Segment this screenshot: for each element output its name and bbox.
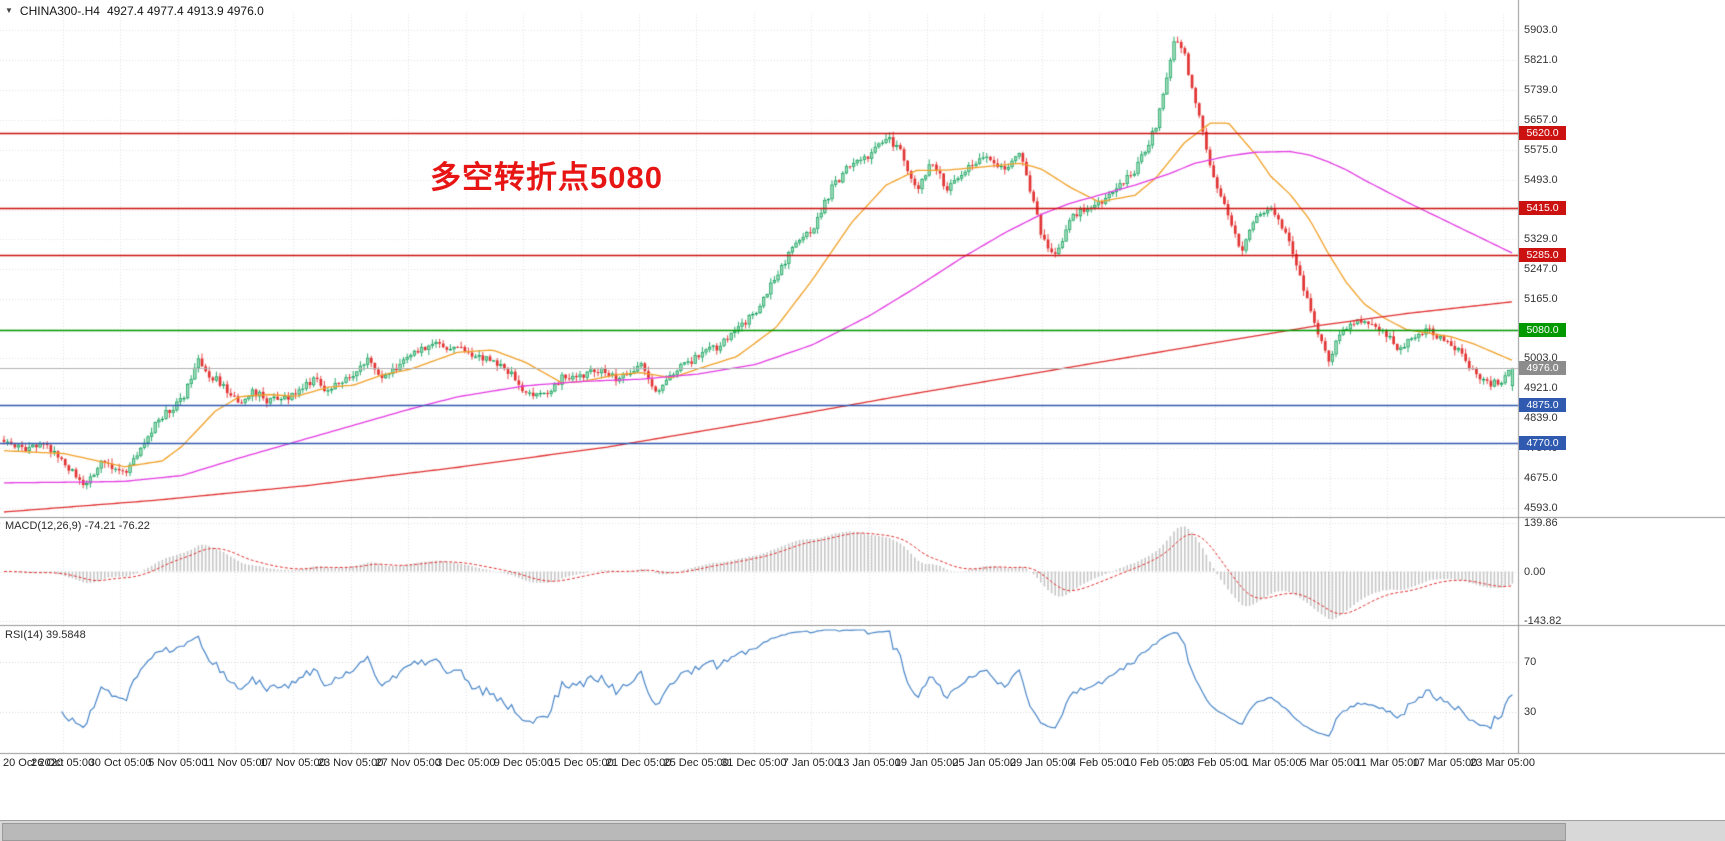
time-axis-label: 23 Mar 05:00 xyxy=(1470,757,1536,769)
level-price-badge: 5620.0 xyxy=(1519,126,1566,141)
scrollbar-thumb[interactable] xyxy=(2,823,1566,841)
macd-axis-tick: 0.00 xyxy=(1524,565,1546,578)
time-axis-label: 10 Feb 05:00 xyxy=(1124,757,1190,769)
chart-title: ▼ CHINA300-.H4 4927.4 4977.4 4913.9 4976… xyxy=(5,4,264,18)
time-axis-label: 26 Oct 05:00 xyxy=(31,757,95,769)
macd-axis-tick: 139.86 xyxy=(1524,516,1558,529)
price-axis-tick: 5903.0 xyxy=(1524,24,1558,36)
price-axis-tick: 4921.0 xyxy=(1524,382,1558,395)
time-axis-label: 9 Dec 05:00 xyxy=(493,757,554,769)
price-axis-tick: 5247.0 xyxy=(1524,263,1558,276)
time-axis-label: 1 Mar 05:00 xyxy=(1242,757,1302,769)
time-axis-label: 25 Jan 05:00 xyxy=(952,757,1016,769)
macd-axis-tick: -143.82 xyxy=(1524,614,1562,627)
time-axis-label: 5 Mar 05:00 xyxy=(1300,757,1360,769)
price-axis-tick: 4839.0 xyxy=(1524,412,1558,425)
annotation-text[interactable]: 多空转折点5080 xyxy=(430,160,663,195)
rsi-indicator-label: RSI(14) 39.5848 xyxy=(5,629,86,641)
time-axis-label: 5 Nov 05:00 xyxy=(148,757,208,769)
time-axis-label: 7 Jan 05:00 xyxy=(782,757,841,769)
level-price-badge: 5080.0 xyxy=(1519,323,1566,338)
price-axis-tick: 5165.0 xyxy=(1524,293,1558,306)
time-axis-label: 11 Nov 05:00 xyxy=(203,757,268,769)
price-axis-tick: 5493.0 xyxy=(1524,173,1558,186)
time-axis-label: 23 Feb 05:00 xyxy=(1182,757,1248,769)
macd-indicator-label: MACD(12,26,9) -74.21 -76.22 xyxy=(5,520,150,532)
time-axis-label: 17 Nov 05:00 xyxy=(260,757,326,769)
symbol-period-label: CHINA300-.H4 xyxy=(19,4,100,18)
time-axis-label: 21 Dec 05:00 xyxy=(605,757,672,769)
price-axis-tick: 5821.0 xyxy=(1524,53,1558,66)
time-axis-label: 11 Mar 05:00 xyxy=(1355,757,1420,769)
level-price-badge: 4770.0 xyxy=(1519,436,1566,451)
time-axis-label: 20 Oct 2020 xyxy=(3,757,63,769)
time-axis-label: 3 Dec 05:00 xyxy=(436,757,496,769)
price-axis-tick: 4675.0 xyxy=(1524,472,1558,485)
time-axis-label: 27 Nov 05:00 xyxy=(375,757,441,769)
time-axis-label: 15 Dec 05:00 xyxy=(548,757,614,769)
price-axis-tick: 5657.0 xyxy=(1524,113,1558,126)
level-price-badge: 5285.0 xyxy=(1519,248,1566,263)
current-price-badge: 4976.0 xyxy=(1519,361,1566,376)
time-axis-label: 23 Nov 05:00 xyxy=(317,757,384,769)
time-axis-label: 31 Dec 05:00 xyxy=(721,757,787,769)
price-axis-tick: 4593.0 xyxy=(1524,502,1558,514)
chart-marker-icon[interactable]: ▼ xyxy=(5,5,13,15)
level-price-badge: 4875.0 xyxy=(1519,398,1566,413)
time-axis-label: 4 Feb 05:00 xyxy=(1070,757,1129,769)
level-price-badge: 5415.0 xyxy=(1519,201,1566,216)
time-axis-label: 19 Jan 05:00 xyxy=(894,757,959,769)
time-axis-label: 30 Oct 05:00 xyxy=(88,757,152,769)
price-axis-tick: 5329.0 xyxy=(1524,233,1558,246)
time-axis-label: 17 Mar 05:00 xyxy=(1412,757,1478,769)
rsi-axis-tick: 70 xyxy=(1524,656,1537,668)
price-axis-tick: 5739.0 xyxy=(1524,83,1558,96)
ohlc-values: 4927.4 4977.4 4913.9 4976.0 xyxy=(106,4,264,18)
time-axis-label: 29 Jan 05:00 xyxy=(1009,757,1074,769)
time-axis-label: 13 Jan 05:00 xyxy=(837,757,901,769)
price-axis-tick: 5575.0 xyxy=(1524,143,1558,156)
rsi-axis-tick: 30 xyxy=(1524,706,1537,718)
horizontal-scrollbar[interactable] xyxy=(0,820,1725,841)
time-axis-label: 25 Dec 05:00 xyxy=(663,757,729,769)
